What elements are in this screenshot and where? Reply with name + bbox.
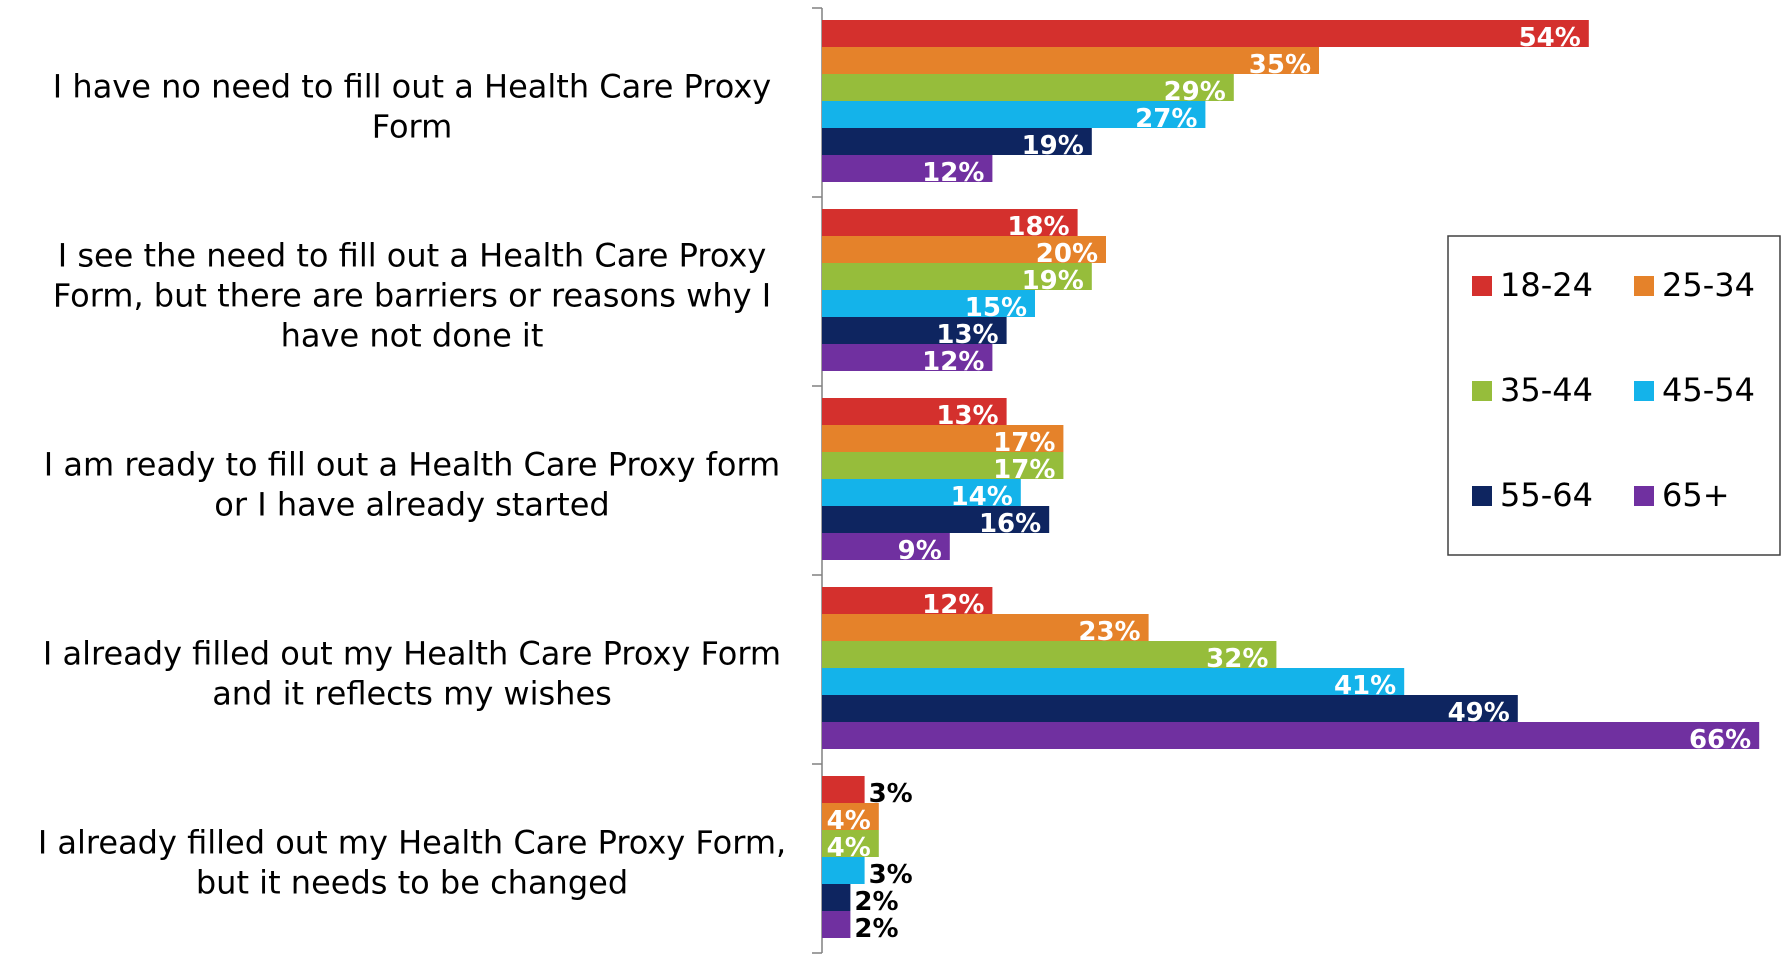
category-label: I have no need to fill out a Health Care… — [53, 68, 771, 146]
category-label-line: I am ready to fill out a Health Care Pro… — [44, 446, 780, 484]
legend-box — [1447, 235, 1781, 556]
legend-entry-label: 45-54 — [1662, 371, 1755, 409]
category-label-line: I already filled out my Health Care Prox… — [38, 824, 786, 862]
bar — [822, 74, 1234, 101]
legend-entry-label: 65+ — [1662, 476, 1730, 514]
data-label: 13% — [936, 401, 998, 431]
category-label: I already filled out my Health Care Prox… — [38, 824, 786, 902]
bar — [822, 614, 1149, 641]
legend-swatch — [1472, 486, 1492, 506]
data-label: 12% — [922, 590, 984, 620]
category-label-line: but it needs to be changed — [196, 864, 628, 902]
bar — [822, 20, 1589, 47]
bar — [822, 587, 993, 614]
data-label: 19% — [1022, 131, 1084, 161]
data-label: 17% — [993, 455, 1055, 485]
legend-swatch — [1472, 381, 1492, 401]
bar — [822, 263, 1092, 290]
bar — [822, 101, 1206, 128]
legend-swatch — [1634, 276, 1654, 296]
bar — [822, 398, 1007, 425]
bar — [822, 317, 1007, 344]
data-label: 54% — [1519, 23, 1581, 53]
data-label: 16% — [979, 509, 1041, 539]
legend-swatch — [1634, 486, 1654, 506]
legend-entry-label: 18-24 — [1500, 266, 1593, 304]
bar — [822, 803, 879, 830]
category-label-line: Form, but there are barriers or reasons … — [53, 277, 771, 315]
data-label: 2% — [854, 914, 898, 944]
bars-layer — [822, 20, 1760, 938]
data-label: 9% — [898, 536, 942, 566]
legend-entry-label: 35-44 — [1500, 371, 1593, 409]
data-label: 14% — [951, 482, 1013, 512]
legend-swatch — [1472, 276, 1492, 296]
data-label: 32% — [1206, 644, 1268, 674]
bar — [822, 506, 1050, 533]
data-label: 18% — [1007, 212, 1069, 242]
data-label: 12% — [922, 158, 984, 188]
data-label: 29% — [1164, 77, 1226, 107]
data-label: 15% — [965, 293, 1027, 323]
bar — [822, 533, 950, 560]
data-label: 17% — [993, 428, 1055, 458]
data-label: 2% — [854, 887, 898, 917]
category-label-line: I see the need to fill out a Health Care… — [58, 237, 767, 275]
labels-layer: I have no need to fill out a Health Care… — [38, 23, 1751, 944]
bar — [822, 290, 1035, 317]
data-label: 27% — [1135, 104, 1197, 134]
data-label: 49% — [1448, 698, 1510, 728]
category-label-line: and it reflects my wishes — [212, 675, 612, 713]
axis-layer — [812, 7, 823, 954]
data-label: 3% — [869, 779, 913, 809]
bar — [822, 668, 1405, 695]
bar — [822, 425, 1064, 452]
bar — [822, 884, 851, 911]
data-label: 19% — [1022, 266, 1084, 296]
data-label: 4% — [827, 806, 871, 836]
data-label: 35% — [1249, 50, 1311, 80]
category-label-line: I already filled out my Health Care Prox… — [43, 635, 781, 673]
legend: 18-24 25-34 35-44 45-54 55-64 65+ — [1447, 235, 1781, 556]
bar — [822, 641, 1277, 668]
data-label: 23% — [1078, 617, 1140, 647]
bar — [822, 479, 1021, 506]
legend-entry-label: 25-34 — [1662, 266, 1755, 304]
category-label: I am ready to fill out a Health Care Pro… — [44, 446, 780, 524]
data-label: 13% — [936, 320, 998, 350]
category-label: I see the need to fill out a Health Care… — [53, 237, 771, 355]
data-label: 20% — [1036, 239, 1098, 269]
bar — [822, 722, 1760, 749]
legend-swatch — [1634, 381, 1654, 401]
bar — [822, 209, 1078, 236]
category-label-line: I have no need to fill out a Health Care… — [53, 68, 771, 106]
bar — [822, 128, 1092, 155]
bar — [822, 830, 879, 857]
bar — [822, 695, 1518, 722]
data-label: 41% — [1334, 671, 1396, 701]
category-label-line: have not done it — [281, 317, 544, 355]
category-label-line: Form — [372, 108, 453, 146]
bar — [822, 47, 1319, 74]
bar — [822, 155, 993, 182]
bar — [822, 911, 851, 938]
bar — [822, 776, 865, 803]
category-label: I already filled out my Health Care Prox… — [43, 635, 781, 713]
data-label: 4% — [827, 833, 871, 863]
bar — [822, 452, 1064, 479]
bar — [822, 857, 865, 884]
legend-entry-label: 55-64 — [1500, 476, 1593, 514]
data-label: 3% — [869, 860, 913, 890]
data-label: 66% — [1689, 725, 1751, 755]
bar — [822, 236, 1106, 263]
category-label-line: or I have already started — [214, 486, 609, 524]
bar — [822, 344, 993, 371]
data-label: 12% — [922, 347, 984, 377]
